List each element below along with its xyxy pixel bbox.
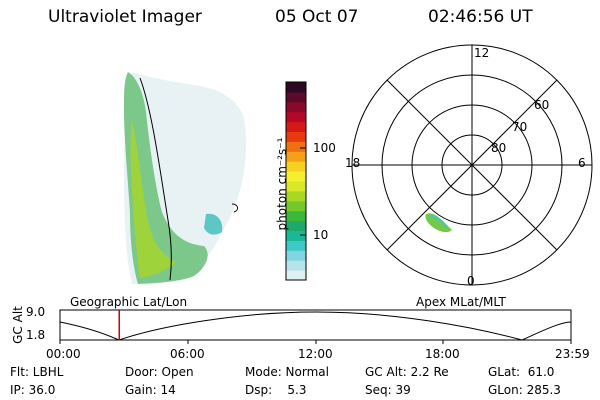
info-ip: IP: 36.0 [10,384,55,396]
colorbar-cell [286,181,306,191]
colorbar-cell [286,250,306,260]
polar-label-12: 12 [474,47,489,59]
colorbar-cell [286,141,306,151]
timeline-x-tick-2359: 23:59 [555,348,590,360]
polar-ring-label-70: 70 [512,121,527,133]
timeline-y-tick-high: 9.0 [26,306,45,318]
info-gain: Gain: 14 [125,384,176,396]
colorbar-cell [286,221,306,231]
polar-label-0: 0 [467,275,475,287]
colorbar-cells [286,82,306,281]
info-mode: Mode: Normal [245,366,329,378]
timeline-x-tick-0000: 00:00 [46,348,81,360]
colorbar-cell [286,231,306,241]
timeline-frame [60,310,571,340]
colorbar-cell [286,151,306,161]
colorbar-cell [286,122,306,132]
info-door: Door: Open [125,366,194,378]
colorbar-cell [286,240,306,250]
polar-ring-label-80: 80 [491,142,506,154]
altitude-curve [60,312,571,340]
timeline-y-tick-low: 1.8 [26,329,45,341]
colorbar-unit-label: photon cm⁻²s⁻¹ [276,124,288,244]
timeline-x-tick-0600: 06:00 [170,348,205,360]
geographic-image [124,72,246,284]
colorbar-cell [286,132,306,142]
info-gc-alt: GC Alt: 2.2 Re [365,366,449,378]
colorbar-cell [286,161,306,171]
polar-label-18: 18 [345,157,360,169]
info-glon: GLon: 285.3 [488,384,561,396]
timeline-left-label: Geographic Lat/Lon [70,296,187,308]
info-glat: GLat: 61.0 [488,366,554,378]
colorbar-cell [286,270,306,280]
polar-label-6: 6 [578,157,586,169]
colorbar-cell [286,82,306,92]
colorbar-cell [286,92,306,102]
info-filter: Flt: LBHL [10,366,63,378]
info-dsp: Dsp: 5.3 [245,384,307,396]
timeline-x-tick-1800: 18:00 [425,348,460,360]
polar-aurora [425,213,452,232]
colorbar-cell [286,112,306,122]
timeline-panel [60,310,571,344]
timeline-axis-label: GC Alt [12,299,24,351]
colorbar-cell [286,191,306,201]
timeline-x-tick-1200: 12:00 [298,348,333,360]
timeline-right-label: Apex MLat/MLT [416,296,506,308]
info-seq: Seq: 39 [365,384,411,396]
colorbar-cell [286,260,306,270]
colorbar-cell [286,201,306,211]
colorbar-cell [286,102,306,112]
polar-ring-label-60: 60 [534,99,549,111]
colorbar-tick-label-10: 10 [313,229,328,241]
colorbar-tick-label-100: 100 [313,142,336,154]
colorbar-cell [286,171,306,181]
colorbar-cell [286,211,306,221]
polar-plot [352,45,592,285]
colorbar [286,82,306,281]
